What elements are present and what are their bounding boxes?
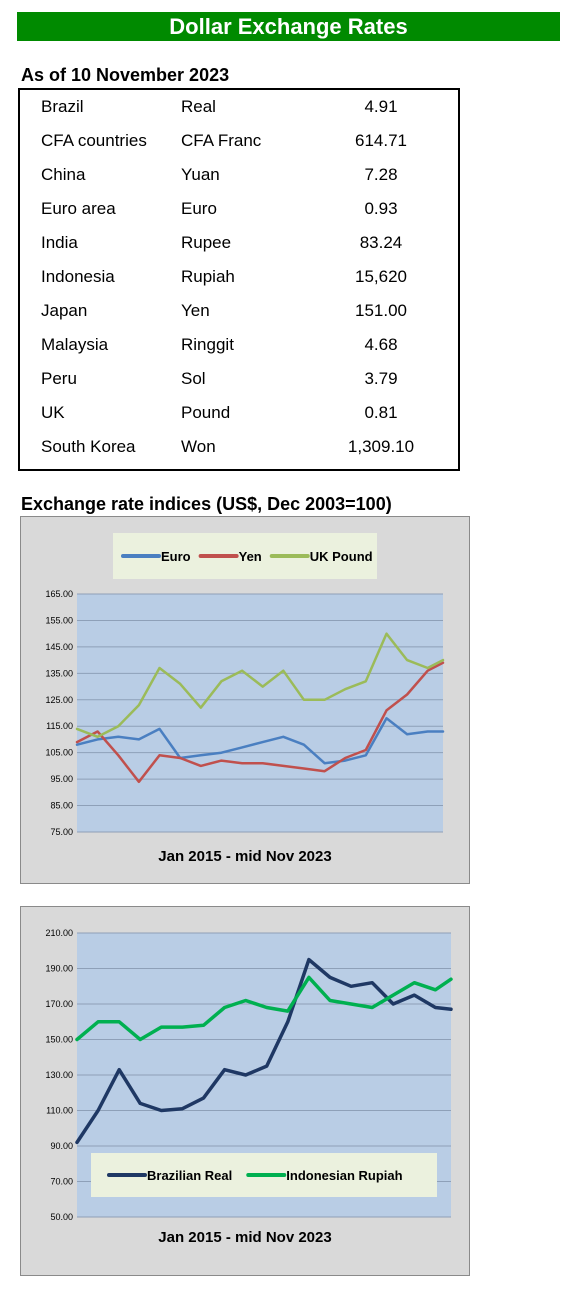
chart1-ytick-label: 85.00 [50,801,73,811]
as-of-date: As of 10 November 2023 [21,65,230,85]
chart2-ytick-label: 210.00 [45,928,73,938]
rate-currency: Ringgit [181,335,234,354]
chart2-legend-label: Brazilian Real [147,1168,232,1183]
rate-country: Malaysia [41,335,109,354]
rate-currency: Pound [181,403,231,422]
rate-row: CFA countries CFA Franc 614.71 [20,131,458,151]
chart2-ytick-label: 50.00 [50,1212,73,1222]
chart1-ytick-label: 115.00 [46,721,73,731]
rate-value: 83.24 [359,233,403,252]
rate-currency: Euro [181,199,217,218]
chart2-ytick-label: 190.00 [45,964,73,974]
chart2-ytick-label: 90.00 [50,1141,73,1151]
chart2-ytick-label: 110.00 [46,1106,73,1116]
rate-row: Malaysia Ringgit 4.68 [20,335,458,355]
chart-real-rupiah: 50.00 70.00 90.00 110.00 130.00 150.00 170.00 1… [20,906,470,1276]
chart2-series-line [75,957,453,1145]
chart2-ytick-label: 170.00 [45,999,73,1009]
chart1-series-line [75,661,445,784]
rate-value: 0.81 [364,403,398,422]
rate-value: 3.79 [364,369,398,388]
chart2-ytick-label: 150.00 [45,1035,73,1045]
chart2-ytick-label: 70.00 [50,1177,73,1187]
chart1-ytick-label: 95.00 [50,774,73,784]
chart1-series-line [75,632,445,739]
rate-country: Indonesia [41,267,115,286]
indices-title: Exchange rate indices (US$, Dec 2003=100… [21,494,392,514]
rate-currency: Yen [181,301,210,320]
rate-value: 15,620 [355,267,407,286]
rate-row: Japan Yen 151.00 [20,301,458,321]
rate-currency: Sol [181,369,206,388]
chart1-ytick-label: 165.00 [45,589,73,599]
rate-country: CFA countries [41,131,147,150]
rate-country: South Korea [41,437,136,456]
rate-country: Euro area [41,199,116,218]
rate-value: 1,309.10 [347,437,415,456]
page-banner: Dollar Exchange Rates [17,12,560,41]
rate-currency: Yuan [181,165,220,184]
exchange-rates-table: Brazil Real 4.91 CFA countries CFA Franc 614.… [18,88,460,471]
rate-currency: Won [181,437,216,456]
rate-row: Indonesia Rupiah 15,620 [20,267,458,287]
chart2-svg: 50.00 70.00 90.00 110.00 130.00 150.00 170.00 1… [45,928,453,1222]
rate-value: 4.91 [364,97,398,116]
rate-row: Peru Sol 3.79 [20,369,458,389]
chart2-legend-label: Indonesian Rupiah [286,1168,402,1183]
chart1-xlabel: Jan 2015 - mid Nov 2023 [158,848,332,865]
chart2-series-line [75,975,453,1042]
chart1-ytick-label: 145.00 [45,642,73,652]
rate-value: 0.93 [364,199,398,218]
rate-country: UK [41,403,65,422]
rate-row: South Korea Won 1,309.10 [20,437,458,457]
chart1-series-line [75,717,445,765]
rate-country: Brazil [41,97,84,116]
rate-row: India Rupee 83.24 [20,233,458,253]
chart1-plot-area [77,594,443,832]
rate-country: Peru [41,369,77,388]
rate-row: Euro area Euro 0.93 [20,199,458,219]
rate-value: 7.28 [364,165,398,184]
rate-value: 151.00 [355,301,407,320]
chart1-ytick-label: 105.00 [45,748,73,758]
rate-currency: CFA Franc [181,131,262,150]
chart1-svg: 75.00 85.00 95.00 105.00 115.00 125.00 135.00 1… [45,533,445,837]
rate-value: 614.71 [355,131,407,150]
chart1-legend-label: Yen [239,549,262,564]
chart1-legend-label: UK Pound [310,549,373,564]
chart1-ytick-label: 75.00 [50,827,73,837]
rate-currency: Real [181,97,216,116]
rate-country: India [41,233,78,252]
rate-value: 4.68 [364,335,398,354]
rate-row: China Yuan 7.28 [20,165,458,185]
rate-row: UK Pound 0.81 [20,403,458,423]
chart-euro-yen-pound: 75.00 85.00 95.00 105.00 115.00 125.00 135.00 1… [20,516,470,884]
chart1-ytick-label: 125.00 [45,695,73,705]
chart1-ytick-label: 155.00 [45,615,73,625]
chart1-ytick-label: 135.00 [45,668,73,678]
rate-currency: Rupiah [181,267,235,286]
chart2-ytick-label: 130.00 [45,1070,73,1080]
chart2-xlabel: Jan 2015 - mid Nov 2023 [158,1229,332,1246]
rate-currency: Rupee [181,233,232,252]
rate-country: Japan [41,301,88,320]
rate-row: Brazil Real 4.91 [20,97,458,117]
chart1-legend-label: Euro [161,549,191,564]
rate-country: China [41,165,86,184]
